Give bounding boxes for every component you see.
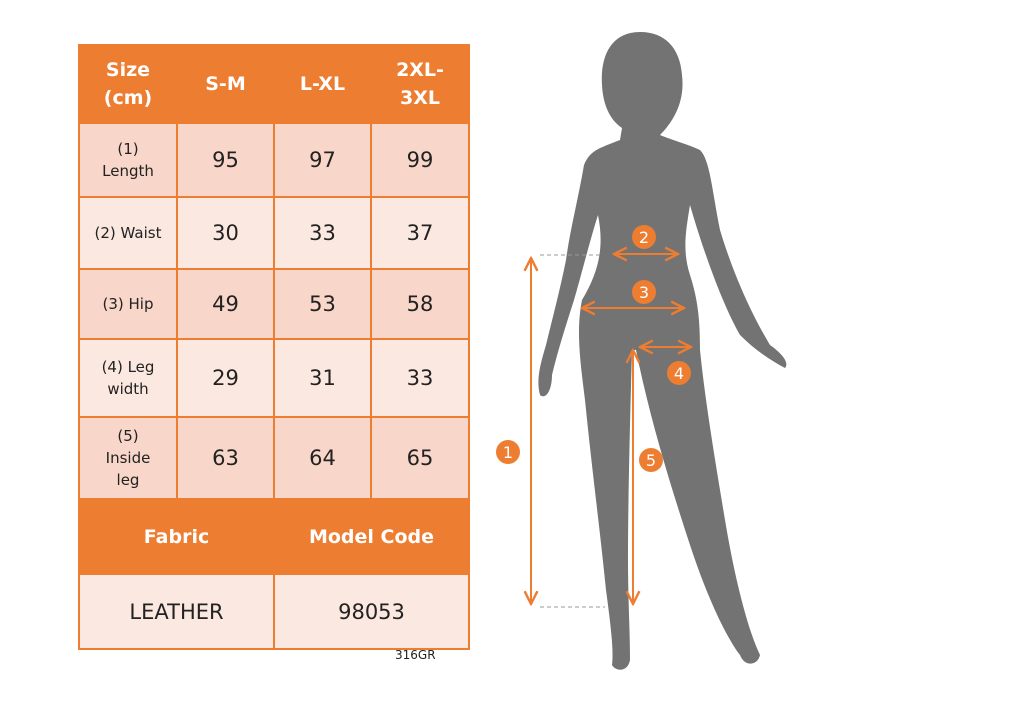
fabric-header: Fabric (78, 498, 275, 575)
cell: 99 (370, 122, 470, 198)
marker-circles (496, 225, 691, 472)
cell: 65 (370, 416, 470, 500)
row-label: (2) Waist (78, 196, 178, 270)
header-s-m: S-M (176, 44, 275, 124)
cell: 37 (370, 196, 470, 270)
cell: 31 (273, 338, 372, 418)
header-l-xl: L-XL (273, 44, 372, 124)
marker-3: 3 (639, 283, 649, 302)
row-label: (1) Length (78, 122, 178, 198)
female-silhouette (538, 32, 787, 670)
row-label: (3) Hip (78, 268, 178, 340)
marker-4: 4 (674, 364, 684, 383)
cell: 29 (176, 338, 275, 418)
header-2xl-3xl: 2XL-3XL (370, 44, 470, 124)
footer-header-row: Fabric Model Code (78, 498, 470, 575)
cell: 53 (273, 268, 372, 340)
model-code-header: Model Code (273, 498, 470, 575)
row-label: (4) Leg width (78, 338, 178, 418)
header-row: Size (cm) S-M L-XL 2XL-3XL (78, 44, 470, 124)
cell: 30 (176, 196, 275, 270)
footer-row: LEATHER 98053 (78, 573, 470, 650)
table-row: (1) Length 95 97 99 (78, 122, 470, 198)
table-row: (3) Hip 49 53 58 (78, 268, 470, 340)
cell: 49 (176, 268, 275, 340)
row-label: (5) Inside leg (78, 416, 178, 500)
cell: 63 (176, 416, 275, 500)
table-row: (4) Leg width 29 31 33 (78, 338, 470, 418)
cell: 33 (273, 196, 372, 270)
cell: 95 (176, 122, 275, 198)
marker-2: 2 (639, 228, 649, 247)
header-size: Size (cm) (78, 44, 178, 124)
product-code: 316GR (395, 648, 436, 662)
cell: 58 (370, 268, 470, 340)
marker-1: 1 (503, 443, 513, 462)
table-row: (5) Inside leg 63 64 65 (78, 416, 470, 500)
cell: 33 (370, 338, 470, 418)
cell: 97 (273, 122, 372, 198)
model-code-value: 98053 (273, 573, 470, 650)
marker-5: 5 (646, 451, 656, 470)
cell: 64 (273, 416, 372, 500)
fabric-value: LEATHER (78, 573, 275, 650)
size-chart-table: Size (cm) S-M L-XL 2XL-3XL (1) Length 95… (78, 44, 470, 650)
table-row: (2) Waist 30 33 37 (78, 196, 470, 270)
